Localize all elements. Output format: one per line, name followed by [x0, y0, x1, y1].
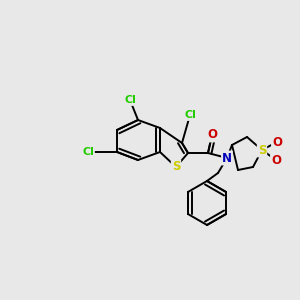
Text: O: O	[272, 136, 282, 148]
Text: Cl: Cl	[82, 147, 94, 157]
Text: Cl: Cl	[184, 110, 196, 120]
Text: S: S	[258, 143, 266, 157]
Text: N: N	[222, 152, 232, 164]
Text: O: O	[207, 128, 217, 142]
Text: O: O	[271, 154, 281, 166]
Text: S: S	[172, 160, 180, 173]
Text: Cl: Cl	[124, 95, 136, 105]
